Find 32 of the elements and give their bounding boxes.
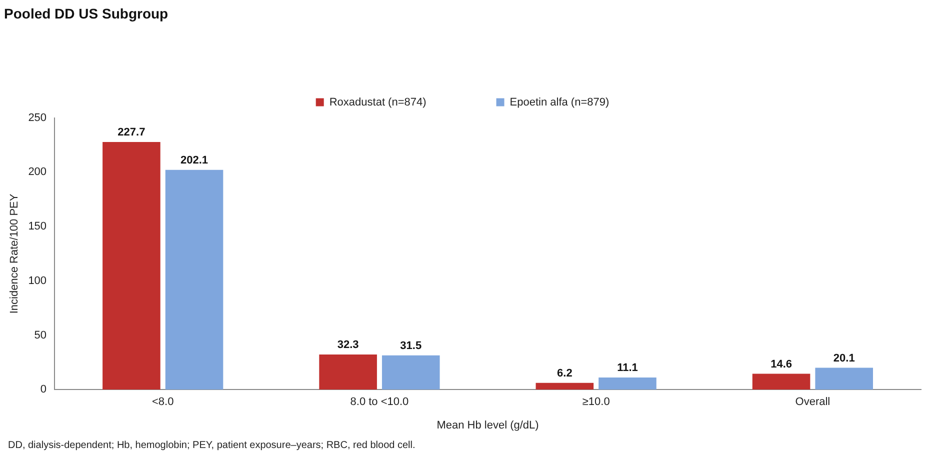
- bar: [102, 142, 160, 390]
- bar: [382, 355, 440, 390]
- y-tick-label: 150: [28, 220, 47, 233]
- bar: [598, 378, 656, 390]
- data-label: 14.6: [770, 358, 792, 370]
- y-axis-title: Incidence Rate/100 PEY: [8, 193, 21, 314]
- data-label: 32.3: [337, 339, 359, 352]
- bar: [319, 354, 377, 390]
- legend-label: Epoetin alfa (n=879): [510, 96, 610, 108]
- y-tick-label: 0: [40, 384, 47, 396]
- legend-label: Roxadustat (n=874): [329, 96, 426, 108]
- y-tick-label: 50: [34, 329, 47, 342]
- data-label: 20.1: [833, 352, 855, 364]
- data-label: 31.5: [400, 340, 422, 352]
- y-tick-label: 100: [28, 274, 47, 287]
- x-axis-title: Mean Hb level (g/dL): [436, 419, 539, 432]
- data-label: 202.1: [180, 154, 208, 166]
- x-tick-label: Overall: [795, 396, 830, 408]
- bar: [815, 368, 873, 390]
- bar: [752, 374, 810, 390]
- x-tick-label: ≥10.0: [582, 396, 610, 408]
- x-tick-label: 8.0 to <10.0: [350, 396, 409, 408]
- data-label: 227.7: [118, 126, 146, 139]
- data-label: 6.2: [557, 367, 572, 380]
- y-tick-label: 200: [28, 166, 47, 178]
- data-label: 11.1: [617, 362, 638, 374]
- bar: [165, 170, 224, 390]
- text: DD, dialysis-dependent; Hb, hemoglobin; PEY, patient exposure–years; RBC, red blood cell.: [8, 440, 416, 451]
- chart-title: Pooled DD US Subgroup: [4, 5, 168, 22]
- y-tick-label: 250: [28, 112, 47, 124]
- bar: [536, 382, 594, 390]
- x-tick-label: <8.0: [152, 396, 174, 408]
